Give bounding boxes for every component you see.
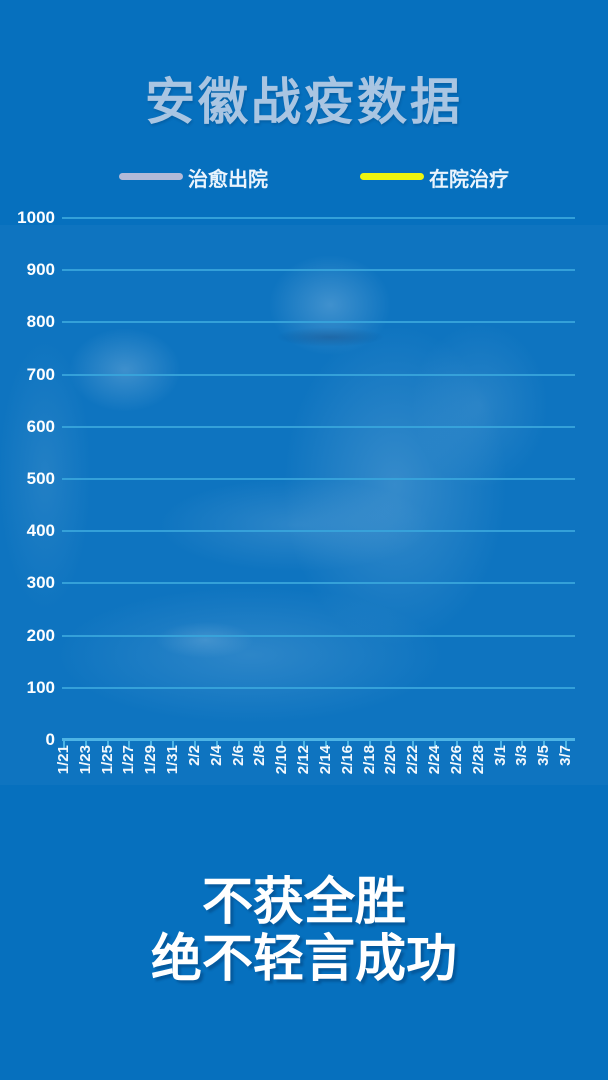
gridline-300 (62, 582, 575, 585)
legend-label: 治愈出院 (188, 169, 268, 191)
x-tick-label-1/21: 1/21 (55, 745, 72, 775)
legend-label: 在院治疗 (429, 169, 509, 191)
x-tick-2/8 (259, 741, 262, 748)
x-tick-3/3 (521, 741, 524, 748)
x-tick-label-2/8: 2/8 (251, 745, 269, 766)
gridline-700 (62, 373, 575, 376)
y-tick-label-600: 600 (26, 416, 55, 436)
slogan-line-2: 绝不轻言成功 (150, 929, 457, 989)
x-axis-line (62, 738, 575, 741)
x-tick-2/6 (237, 741, 240, 748)
x-tick-label-2/28: 2/28 (469, 745, 487, 775)
page-title: 安徽战疫数据 (145, 72, 463, 131)
y-tick-label-800: 800 (26, 312, 55, 332)
x-tick-2/10 (281, 741, 284, 748)
x-tick-label-3/3: 3/3 (513, 745, 531, 766)
background-photo-medical-worker (0, 225, 608, 785)
y-tick-label-400: 400 (26, 521, 55, 541)
y-tick-label-500: 500 (26, 469, 55, 488)
gridline-600 (62, 425, 575, 428)
x-tick-label-2/24: 2/24 (426, 745, 444, 775)
x-tick-2/16 (346, 741, 349, 748)
x-tick-label-3/5: 3/5 (535, 745, 553, 766)
x-tick-2/24 (434, 741, 437, 748)
y-tick-label-700: 700 (26, 364, 55, 384)
x-tick-3/1 (499, 741, 502, 748)
x-tick-2/26 (455, 741, 458, 748)
x-tick-label-1/27: 1/27 (120, 745, 138, 775)
gridline-1000 (62, 217, 575, 219)
x-tick-1/31 (172, 741, 175, 748)
x-tick-label-1/29: 1/29 (142, 745, 160, 775)
y-tick-label-300: 300 (26, 573, 55, 593)
gridline-200 (62, 634, 575, 637)
cured-line-swatch-icon (119, 173, 183, 180)
x-tick-1/21 (63, 741, 65, 748)
x-tick-label-2/22: 2/22 (404, 745, 422, 775)
x-tick-label-2/6: 2/6 (229, 745, 247, 766)
x-tick-2/14 (324, 741, 327, 748)
y-tick-label-900: 900 (26, 260, 55, 280)
x-tick-label-2/2: 2/2 (185, 745, 203, 766)
x-tick-3/7 (565, 741, 567, 748)
x-tick-label-2/10: 2/10 (273, 745, 291, 775)
x-tick-label-3/1: 3/1 (491, 745, 509, 766)
x-tick-label-1/25: 1/25 (98, 745, 116, 775)
x-tick-label-3/7: 3/7 (557, 745, 574, 766)
y-tick-label-100: 100 (26, 677, 55, 697)
x-tick-label-2/26: 2/26 (447, 745, 465, 775)
x-tick-label-2/20: 2/20 (382, 745, 400, 775)
x-tick-label-2/16: 2/16 (338, 745, 356, 775)
x-tick-label-2/14: 2/14 (316, 745, 334, 775)
x-tick-label-1/31: 1/31 (164, 745, 182, 775)
x-tick-1/27 (128, 741, 131, 748)
x-tick-2/28 (477, 741, 480, 748)
gridline-100 (62, 686, 575, 689)
slogan-line-1: 不获全胜 (201, 872, 406, 932)
x-tick-1/29 (150, 741, 153, 748)
x-tick-1/25 (106, 741, 109, 748)
x-tick-2/20 (390, 741, 393, 748)
gridline-800 (62, 321, 575, 324)
x-tick-label-2/4: 2/4 (207, 745, 225, 766)
x-tick-2/18 (368, 741, 371, 748)
slogan-text: 不获全胜 绝不轻言成功 (0, 874, 608, 988)
x-tick-1/23 (84, 741, 87, 748)
x-tick-3/5 (543, 741, 546, 748)
x-tick-2/2 (193, 741, 196, 748)
x-tick-label-1/23: 1/23 (76, 745, 94, 775)
y-tick-label-200: 200 (26, 625, 55, 645)
x-tick-label-2/12: 2/12 (295, 745, 313, 775)
gridline-500 (62, 478, 575, 480)
x-tick-2/4 (215, 741, 218, 748)
x-tick-2/22 (412, 741, 415, 748)
gridline-900 (62, 269, 575, 272)
x-tick-label-2/18: 2/18 (360, 745, 378, 775)
x-tick-2/12 (303, 741, 306, 748)
gridline-400 (62, 530, 575, 533)
y-tick-label-0: 0 (45, 730, 55, 749)
in-hospital-line-swatch-icon (360, 173, 424, 180)
y-tick-label-1000: 1000 (17, 208, 55, 227)
